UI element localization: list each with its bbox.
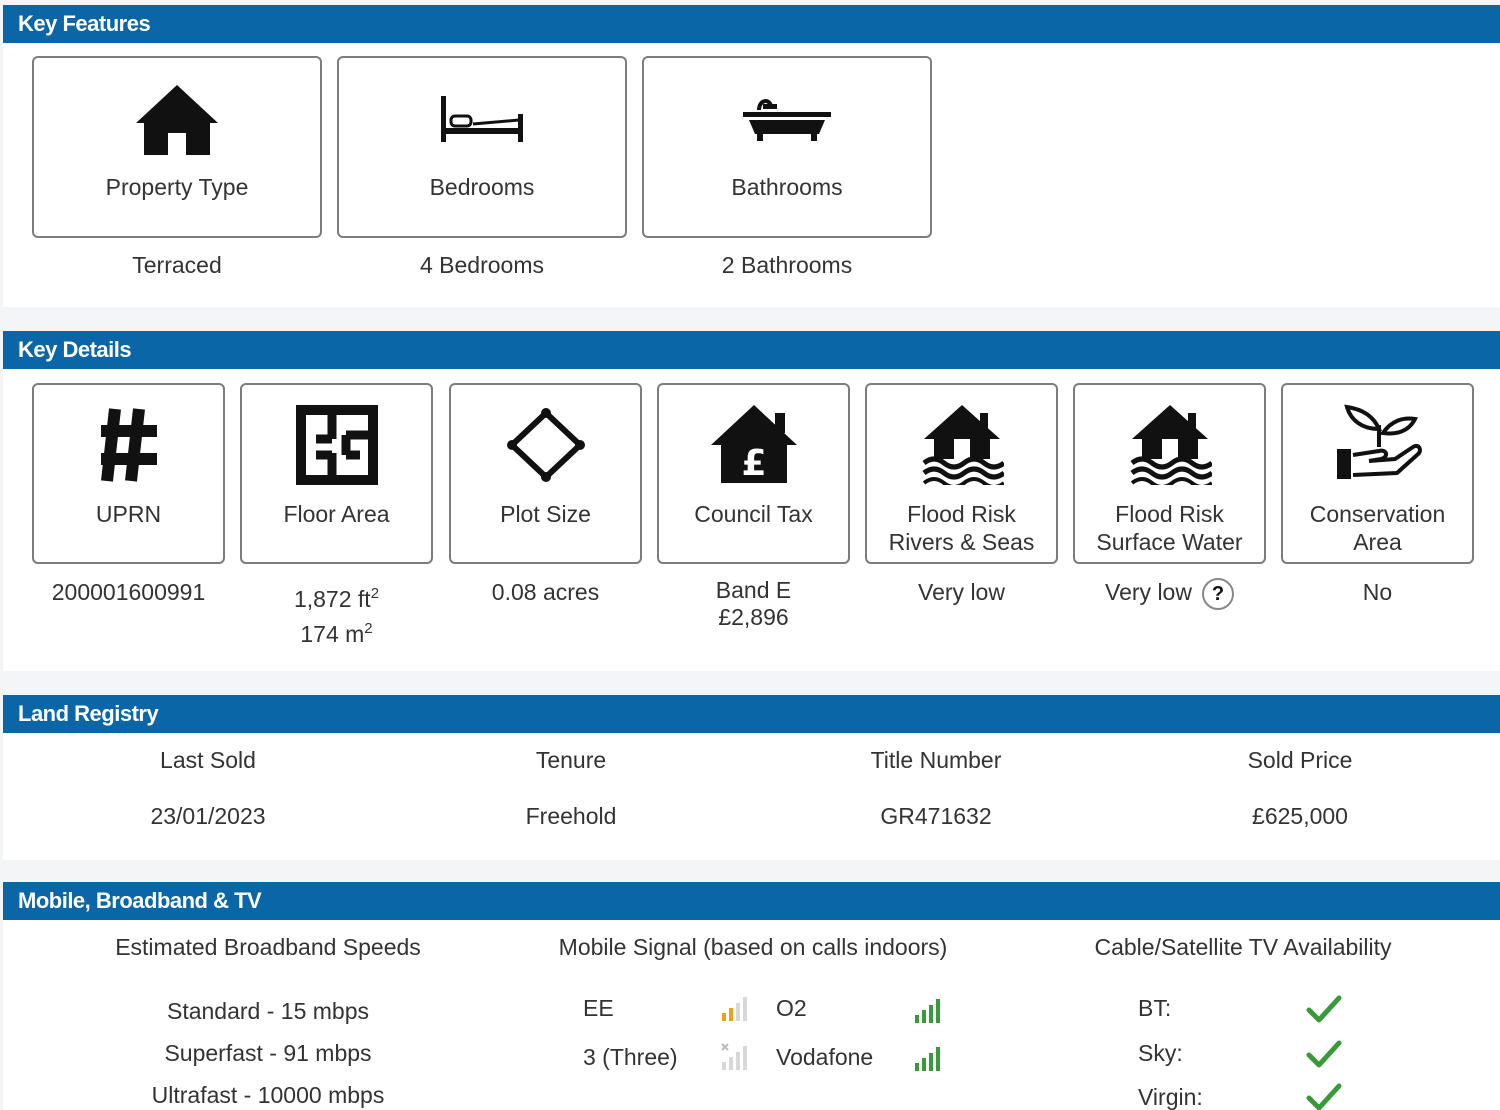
floorplan-icon [295, 405, 378, 485]
signal-medium-icon [722, 997, 747, 1021]
uprn-label: UPRN [95, 501, 162, 527]
operator-vodafone: Vodafone [776, 1044, 874, 1070]
tenure-value: Freehold [525, 803, 617, 829]
tv-virgin-label: Virgin: [1138, 1084, 1203, 1110]
check-icon [1306, 995, 1342, 1023]
council-tax-value: Band E £2,896 [657, 577, 850, 631]
sold-price-header: Sold Price [1247, 747, 1353, 773]
plot-size-value: 0.08 acres [491, 579, 600, 605]
floor-area-value: 1,872 ft2 174 m2 [240, 579, 433, 649]
tenure-header: Tenure [535, 747, 607, 773]
title-number-value: GR471632 [880, 803, 992, 829]
house-pound-icon: £ [710, 405, 797, 484]
bathtub-icon [743, 99, 831, 141]
signal-full-icon [915, 999, 940, 1023]
flood-risk-rivers-value: Very low [918, 579, 1005, 605]
bathrooms-label: Bathrooms [731, 174, 843, 200]
tv-bt-label: BT: [1138, 995, 1172, 1021]
broadband-superfast: Superfast - 91 mbps [164, 1040, 372, 1066]
key-details-header: Key Details [3, 331, 1500, 369]
mobile-broadband-tv-header: Mobile, Broadband & TV [3, 882, 1500, 920]
land-registry-section: Land Registry Last Sold 23/01/2023 Tenur… [3, 695, 1500, 860]
conservation-area-value: No [1362, 579, 1393, 605]
sold-price-value: £625,000 [1252, 803, 1348, 829]
mobile-signal-header: Mobile Signal (based on calls indoors) [558, 934, 948, 960]
conservation-area-label: Conservation Area [1309, 501, 1446, 555]
uprn-card: UPRN [32, 383, 225, 564]
house-icon [136, 85, 218, 155]
hash-icon [100, 408, 157, 482]
key-features-header: Key Features [3, 5, 1500, 43]
bathrooms-card: Bathrooms [642, 56, 932, 238]
check-icon [1306, 1083, 1342, 1110]
land-registry-header: Land Registry [3, 695, 1500, 733]
plot-diamond-icon [506, 408, 585, 482]
flood-risk-surface-label: Flood Risk Surface Water [1096, 501, 1243, 555]
bedrooms-label: Bedrooms [429, 174, 535, 200]
conservation-area-card: Conservation Area [1281, 383, 1474, 564]
flood-risk-rivers-label: Flood Risk Rivers & Seas [888, 501, 1035, 555]
check-icon [1306, 1040, 1342, 1068]
floor-area-label: Floor Area [283, 501, 390, 527]
bathrooms-value: 2 Bathrooms [721, 252, 853, 278]
signal-full-icon [915, 1047, 940, 1071]
floor-area-card: Floor Area [240, 383, 433, 564]
floor-area-sqft: 1,872 ft2 [293, 585, 380, 612]
mobile-broadband-tv-section: Mobile, Broadband & TV Estimated Broadba… [3, 882, 1500, 1110]
operator-three: 3 (Three) [583, 1044, 678, 1070]
plant-hand-icon [1336, 404, 1422, 479]
key-features-section: Key Features Property Type Terraced Bedr… [3, 5, 1500, 307]
broadband-header: Estimated Broadband Speeds [115, 934, 421, 960]
floor-area-sqm: 174 m2 [300, 620, 373, 647]
property-type-value: Terraced [132, 252, 222, 278]
flood-house-icon [921, 405, 1004, 485]
property-type-card: Property Type [32, 56, 322, 238]
title-number-header: Title Number [870, 747, 1002, 773]
council-tax-card: £ Council Tax [657, 383, 850, 564]
council-tax-amount: £2,896 [718, 604, 789, 630]
flood-risk-surface-card: Flood Risk Surface Water [1073, 383, 1266, 564]
key-details-section: Key Details UPRN 200001600991 Floor Area… [3, 331, 1500, 671]
signal-none-icon [721, 1043, 747, 1070]
council-tax-band: Band E [715, 577, 792, 603]
operator-ee: EE [583, 995, 614, 1021]
flood-risk-rivers-card: Flood Risk Rivers & Seas [865, 383, 1058, 564]
flood-risk-surface-value: Very low? [1073, 577, 1266, 610]
last-sold-header: Last Sold [160, 747, 256, 773]
broadband-standard: Standard - 15 mbps [166, 998, 369, 1024]
property-type-label: Property Type [105, 174, 249, 200]
svg-text:£: £ [741, 443, 766, 484]
plot-size-card: Plot Size [449, 383, 642, 564]
bedrooms-value: 4 Bedrooms [419, 252, 544, 278]
bedrooms-card: Bedrooms [337, 56, 627, 238]
help-icon[interactable]: ? [1201, 577, 1234, 610]
bed-icon [441, 96, 523, 142]
operator-o2: O2 [776, 995, 807, 1021]
council-tax-label: Council Tax [694, 501, 813, 527]
tv-availability-header: Cable/Satellite TV Availability [1094, 934, 1392, 960]
uprn-value: 200001600991 [51, 579, 206, 605]
plot-size-label: Plot Size [500, 501, 591, 527]
tv-sky-label: Sky: [1138, 1040, 1183, 1066]
last-sold-value: 23/01/2023 [150, 803, 266, 829]
broadband-ultrafast: Ultrafast - 10000 mbps [151, 1082, 385, 1108]
flood-house-icon [1129, 405, 1212, 485]
